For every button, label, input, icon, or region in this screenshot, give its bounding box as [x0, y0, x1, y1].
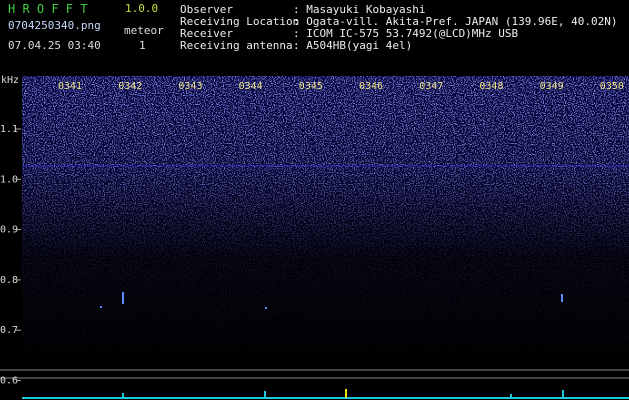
time-label: 0341 [58, 81, 82, 92]
field-label: Receiving antenna [180, 39, 293, 52]
header-field: Receiving antenna: A504HB(yagi 4el) [180, 40, 412, 52]
time-label: 0350 [600, 81, 624, 92]
unit-label: kHz [1, 75, 19, 86]
header-field: Observer : Masayuki Kobayashi [180, 4, 425, 16]
freq-label: 1.1 [0, 124, 18, 135]
freq-label: 0.6 [0, 376, 18, 387]
time-label: 0346 [359, 81, 383, 92]
field-label: Observer [180, 3, 233, 16]
meteor-echoes [100, 292, 563, 309]
header-field: Receiver : ICOM IC-575 53.7492(@LCD)MHz U… [180, 28, 518, 40]
app-name: H R O F F T [8, 2, 88, 16]
time-label: 0344 [239, 81, 263, 92]
cursor [345, 389, 347, 398]
freq-label: 0.7 [0, 325, 18, 336]
time-label: 0345 [299, 81, 323, 92]
time-label: 0347 [419, 81, 443, 92]
freq-label: 0.8 [0, 275, 18, 286]
freq-label: 0.9 [0, 225, 18, 236]
freq-label: 1.0 [0, 174, 18, 185]
counter-label: meteor [124, 24, 164, 37]
field-value: : A504HB(yagi 4el) [293, 39, 413, 52]
field-value: : Masayuki Kobayashi [293, 3, 426, 16]
file-name: 0704250340.png [8, 19, 101, 32]
app-version: 1.0.0 [125, 2, 159, 15]
noise [22, 76, 629, 376]
time-label: 0348 [479, 81, 503, 92]
field-label: Receiving Location [180, 15, 300, 28]
time-label: 0342 [118, 81, 142, 92]
level-spikes [122, 390, 564, 398]
field-value: : ICOM IC-575 53.7492(@LCD)MHz USB [293, 27, 519, 40]
counter-value: 1 [139, 39, 146, 52]
axis: kHz 1.1 1.0 0.9 0.8 0.7 0.6 0341 0342 0343 0344 034… [0, 75, 624, 387]
field-value: : Ogata-vill. Akita-Pref. JAPAN (139.96E… [293, 15, 618, 28]
time-label: 0349 [540, 81, 564, 92]
time-label: 0343 [178, 81, 202, 92]
field-label: Receiver [180, 27, 233, 40]
timestamp: 07.04.25 03:40 [8, 39, 101, 52]
header-field: Receiving Location: Ogata-vill. Akita-Pr… [180, 16, 618, 28]
